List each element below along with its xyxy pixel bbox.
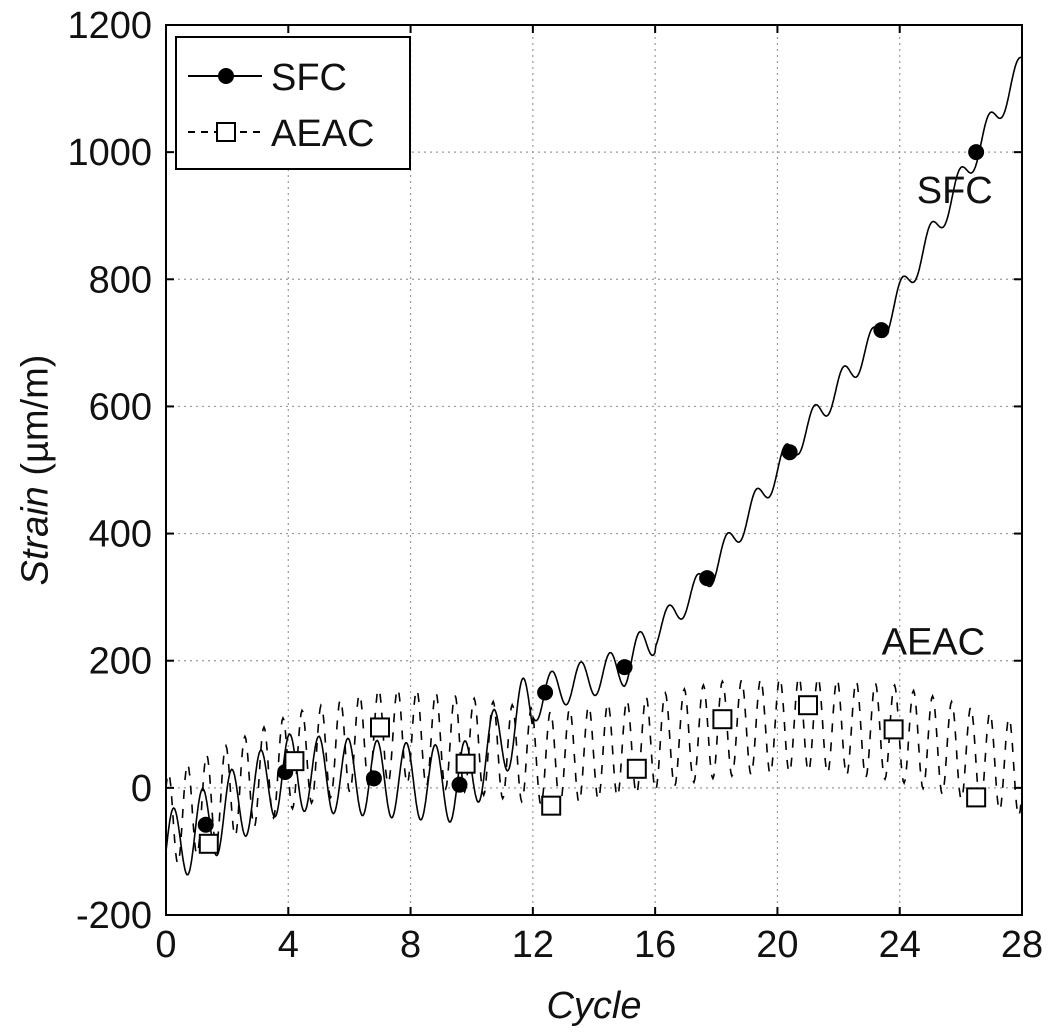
sfc-data-point (968, 144, 985, 161)
y-tick-label: 0 (131, 768, 152, 810)
x-tick-label: 0 (155, 924, 176, 966)
y-tick-label: -200 (76, 895, 152, 937)
x-tick-label: 8 (400, 924, 421, 966)
x-tick-label: 28 (1001, 924, 1043, 966)
sfc-data-point (365, 770, 382, 787)
aeac-data-point (966, 787, 987, 808)
series-markers (197, 144, 987, 854)
y-axis-ticks: -200 0 200 400 600 800 1000 1200 (67, 5, 1022, 937)
aeac-data-point (455, 753, 476, 774)
y-tick-label: 400 (89, 514, 152, 556)
x-tick-label: 16 (634, 924, 676, 966)
legend-sfc-marker (218, 68, 234, 84)
aeac-data-point (370, 717, 390, 738)
series-line-aeac (165, 676, 1023, 865)
aeac-data-point (626, 758, 647, 779)
y-tick-label: 1200 (67, 5, 152, 47)
x-axis-label: Cycle (546, 985, 641, 1027)
sfc-data-point (537, 684, 554, 701)
legend-aeac-marker (216, 122, 236, 142)
sfc-data-point (873, 322, 890, 339)
sfc-data-point (197, 816, 214, 833)
annotation-sfc: SFC (917, 170, 993, 212)
y-axis-label-unit: (µm/m) (14, 355, 56, 487)
sfc-data-point (781, 444, 798, 461)
sfc-data-point (451, 776, 468, 793)
aeac-data-point (541, 795, 562, 816)
y-axis-label-quantity: Strain (14, 486, 56, 585)
sfc-data-point (699, 570, 716, 587)
legend-aeac-label: AEAC (271, 113, 374, 155)
y-tick-label: 1000 (67, 132, 152, 174)
annotation-aeac: AEAC (882, 621, 985, 663)
x-tick-label: 24 (879, 924, 921, 966)
aeac-data-point (798, 695, 818, 716)
x-tick-label: 4 (278, 924, 299, 966)
legend: SFC AEAC (175, 36, 411, 170)
aeac-data-point (883, 719, 904, 740)
y-tick-label: 800 (89, 259, 152, 301)
aeac-data-point (284, 751, 305, 772)
grid-lines (166, 25, 1022, 915)
x-tick-label: 20 (756, 924, 798, 966)
aeac-data-point (198, 833, 219, 854)
y-tick-label: 600 (89, 386, 152, 428)
x-tick-label: 12 (512, 924, 554, 966)
legend-box (175, 36, 411, 170)
aeac-data-point (712, 709, 733, 730)
legend-sfc-label: SFC (271, 57, 347, 99)
sfc-data-point (616, 659, 633, 676)
plot-area-frame (165, 24, 1023, 916)
x-axis-ticks: 0 4 8 12 16 20 24 28 (155, 25, 1043, 966)
y-tick-label: 200 (89, 641, 152, 683)
y-axis-label: Strain (µm/m) (14, 355, 56, 586)
